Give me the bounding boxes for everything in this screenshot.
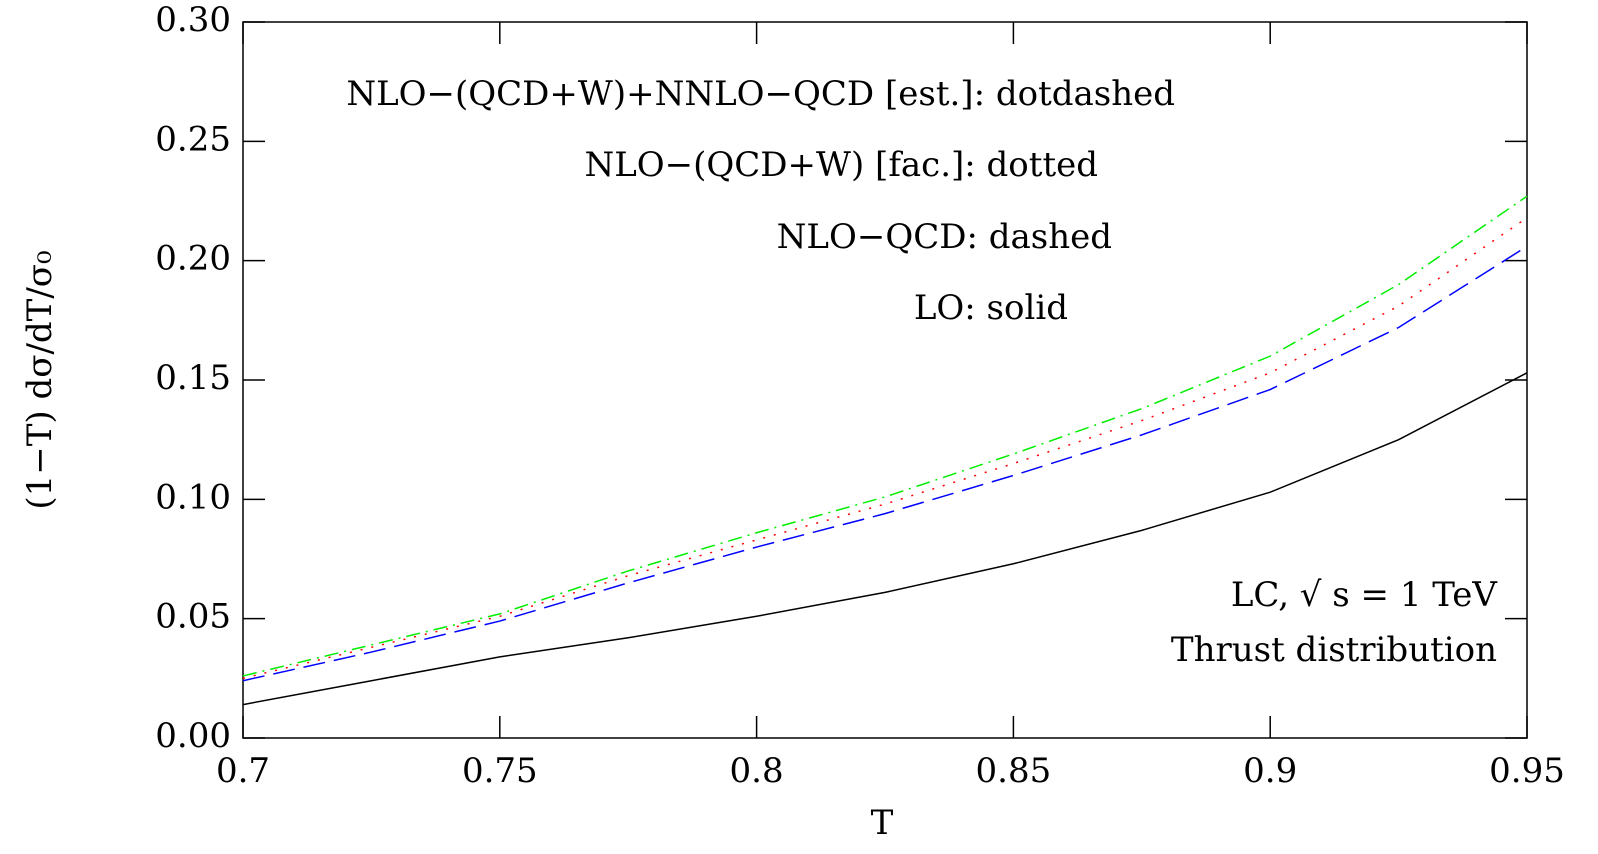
series-line	[242, 372, 1528, 706]
legend-entry: LO: solid	[914, 288, 1068, 328]
series-line	[242, 245, 1528, 682]
legend-entry: NLO−QCD: dashed	[777, 217, 1112, 257]
x-tick-label: 0.9	[1243, 751, 1297, 791]
x-tick-label: 0.85	[976, 751, 1052, 791]
y-tick-label: 0.25	[155, 119, 231, 159]
annotation: Thrust distribution	[1171, 630, 1497, 670]
x-tick-label: 0.95	[1489, 751, 1565, 791]
legend-entry: NLO−(QCD+W) [fac.]: dotted	[584, 145, 1098, 185]
x-tick-label: 0.8	[730, 751, 784, 791]
x-tick-label: 0.75	[462, 751, 538, 791]
series-line	[242, 217, 1528, 680]
y-tick-label: 0.10	[155, 477, 231, 517]
y-tick-label: 0.00	[155, 716, 231, 756]
y-axis-label: (1−T) dσ/dT/σ₀	[20, 250, 60, 509]
annotation: LC, √ s = 1 TeV	[1231, 575, 1499, 615]
x-tick-label: 0.7	[216, 751, 270, 791]
x-axis-label: T	[871, 803, 894, 843]
y-tick-label: 0.05	[155, 597, 231, 637]
series-line	[242, 195, 1528, 677]
legend-entry: NLO−(QCD+W)+NNLO−QCD [est.]: dotdashed	[346, 74, 1175, 114]
y-tick-label: 0.20	[155, 239, 231, 279]
y-tick-label: 0.15	[155, 358, 231, 398]
y-tick-label: 0.30	[155, 0, 231, 40]
